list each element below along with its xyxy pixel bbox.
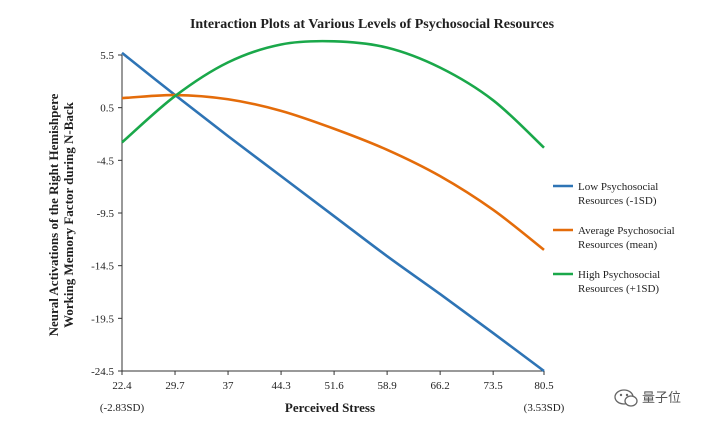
x-endpoint-note-right: (3.53SD) bbox=[524, 402, 565, 414]
legend-label: High Psychosocial bbox=[578, 269, 660, 281]
y-tick-label: -9.5 bbox=[97, 208, 115, 220]
y-tick-label: 0.5 bbox=[100, 103, 114, 115]
y-axis-label-line-2: Working Memory Factor during N-Back bbox=[61, 101, 76, 328]
series-lines bbox=[121, 39, 545, 373]
x-tick-label: 37 bbox=[223, 380, 235, 392]
y-ticks: 5.5 0.5 -4.5 -9.5 -14.5 -19.5 -24.5 bbox=[91, 50, 122, 378]
x-ticks: 22.4 29.7 37 44.3 51.6 58.9 66.2 73.5 80.5 bbox=[112, 371, 554, 392]
y-tick-label: -4.5 bbox=[97, 155, 115, 167]
y-tick-label: -14.5 bbox=[91, 261, 114, 273]
legend-label: Resources (-1SD) bbox=[578, 195, 657, 207]
x-tick-label: 73.5 bbox=[484, 380, 504, 392]
x-endpoint-note-left: (-2.83SD) bbox=[100, 402, 145, 414]
series-line-high bbox=[121, 39, 545, 149]
watermark-text: 量子位 bbox=[642, 391, 681, 406]
series-line-average bbox=[121, 93, 545, 251]
legend-item-high: High Psychosocial Resources (+1SD) bbox=[553, 269, 660, 295]
legend-label: Low Psychosocial bbox=[578, 181, 658, 193]
x-axis-label: Perceived Stress bbox=[285, 400, 375, 415]
series-line-low bbox=[121, 51, 545, 373]
y-tick-label: -24.5 bbox=[91, 366, 114, 378]
chart-title: Interaction Plots at Various Levels of P… bbox=[190, 17, 555, 32]
legend-item-average: Average Psychosocial Resources (mean) bbox=[553, 225, 675, 251]
y-tick-label: -19.5 bbox=[91, 313, 114, 325]
legend: Low Psychosocial Resources (-1SD) Average … bbox=[553, 181, 675, 295]
x-tick-label: 29.7 bbox=[165, 380, 185, 392]
x-tick-label: 22.4 bbox=[112, 380, 132, 392]
y-axis-label-line-1: Neural Activations of the Right Hemishpe… bbox=[46, 93, 61, 336]
legend-label: Resources (+1SD) bbox=[578, 283, 659, 295]
legend-label: Resources (mean) bbox=[578, 239, 657, 251]
watermark: 量子位 bbox=[614, 389, 681, 407]
x-tick-label: 51.6 bbox=[324, 380, 344, 392]
wechat-bubble-icon bbox=[614, 389, 638, 407]
x-tick-label: 80.5 bbox=[534, 380, 554, 392]
x-tick-label: 66.2 bbox=[431, 380, 450, 392]
y-tick-label: 5.5 bbox=[100, 50, 114, 62]
legend-item-low: Low Psychosocial Resources (-1SD) bbox=[553, 181, 658, 207]
x-tick-label: 44.3 bbox=[271, 380, 291, 392]
legend-label: Average Psychosocial bbox=[578, 225, 675, 237]
x-tick-label: 58.9 bbox=[377, 380, 397, 392]
y-axis-label: Neural Activations of the Right Hemishpe… bbox=[46, 93, 76, 336]
